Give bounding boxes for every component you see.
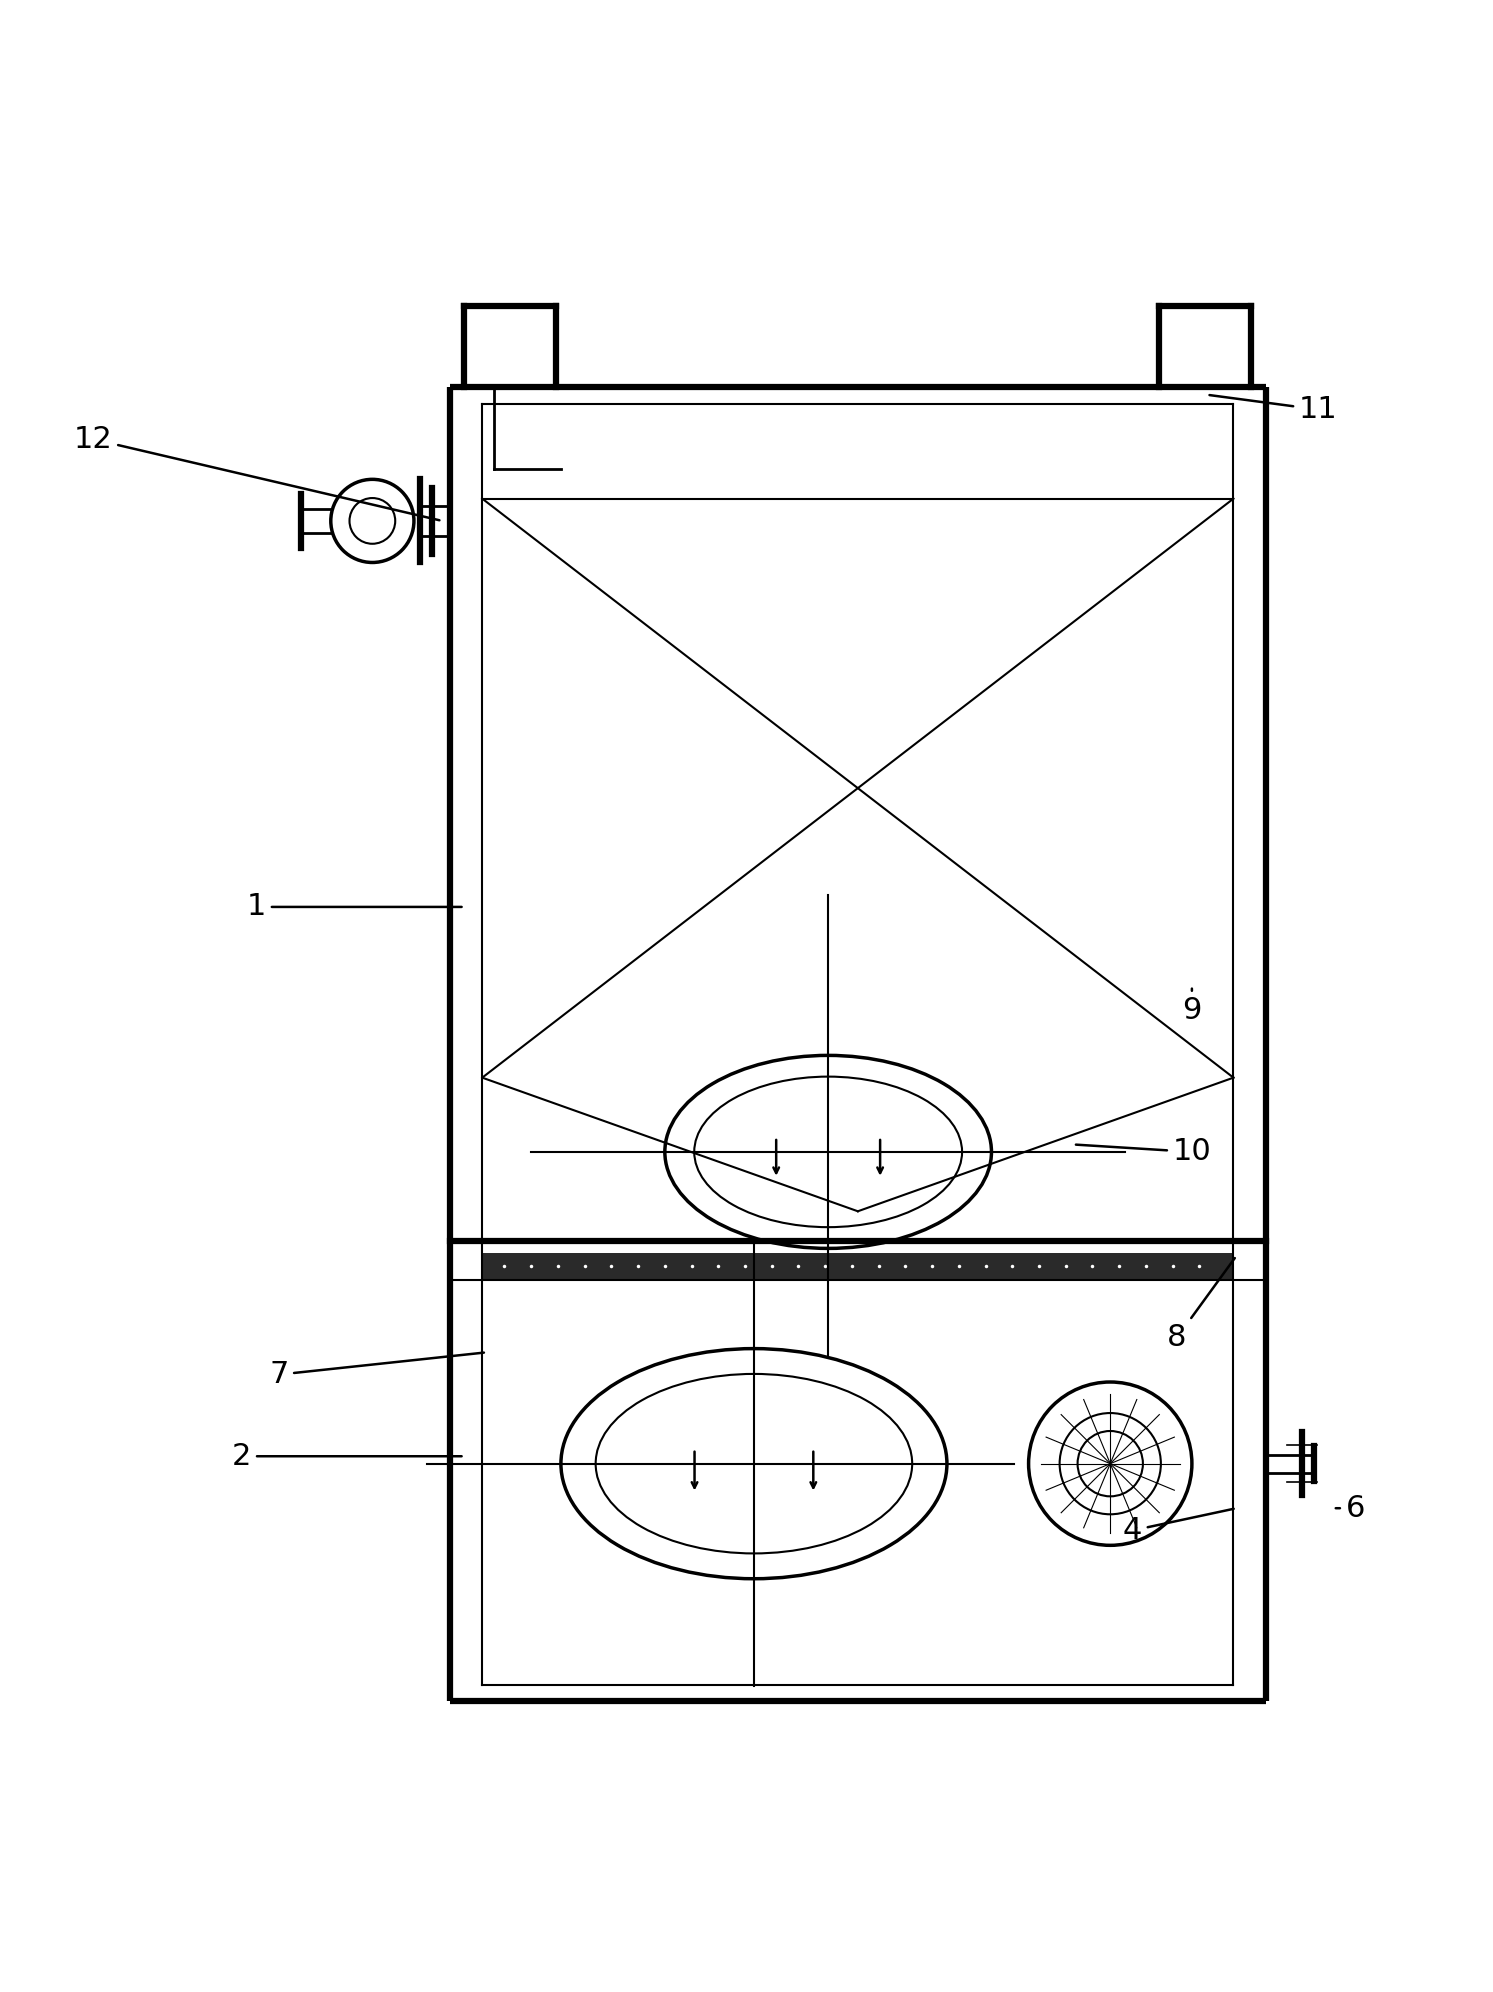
- Text: 11: 11: [1209, 394, 1338, 424]
- Text: 10: 10: [1076, 1137, 1211, 1167]
- Text: 2: 2: [231, 1442, 461, 1470]
- Circle shape: [331, 480, 414, 562]
- Bar: [482, 1253, 1233, 1279]
- Text: 12: 12: [73, 424, 439, 520]
- Text: 7: 7: [269, 1353, 484, 1388]
- Text: 1: 1: [246, 892, 461, 922]
- Text: 8: 8: [1168, 1259, 1235, 1353]
- Text: 4: 4: [1123, 1508, 1233, 1546]
- Text: 9: 9: [1182, 988, 1202, 1026]
- Text: 6: 6: [1336, 1494, 1365, 1522]
